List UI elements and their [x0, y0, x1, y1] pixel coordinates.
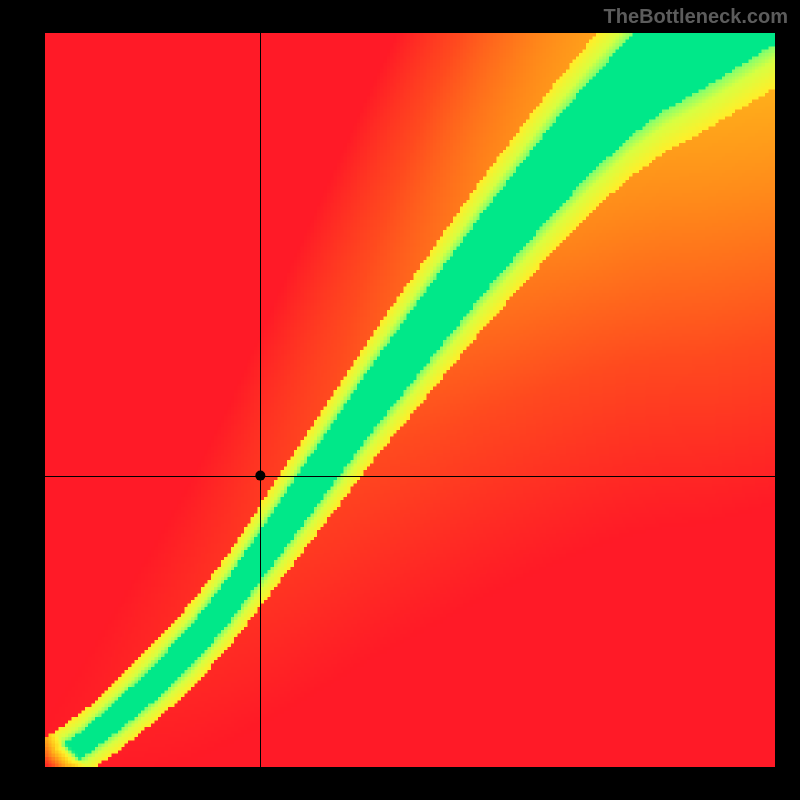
crosshair-overlay	[45, 33, 775, 767]
watermark-text: TheBottleneck.com	[604, 6, 788, 29]
root: TheBottleneck.com	[0, 0, 800, 800]
